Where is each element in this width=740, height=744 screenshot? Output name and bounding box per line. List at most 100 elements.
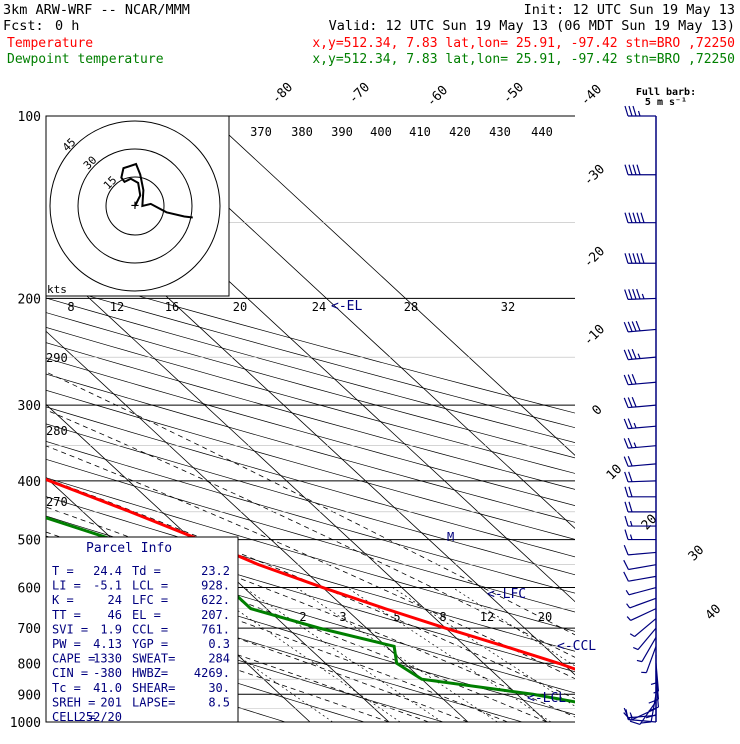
mixing-ratio-label: 3 <box>339 610 346 624</box>
barb-flag <box>625 516 628 526</box>
legend-temperature-label: Temperature <box>7 36 93 51</box>
parcel-label: PW = <box>52 637 81 651</box>
wind-barb <box>626 588 656 595</box>
barb-half-flag <box>626 590 629 594</box>
wind-barb <box>627 609 656 621</box>
parcel-label: YGP = <box>132 637 168 651</box>
wind-barbs <box>624 106 659 724</box>
parcel-label: SREH = <box>52 695 95 709</box>
parcel-value: 252/20 <box>79 710 122 724</box>
wind-barb <box>625 289 656 299</box>
pressure-label: 100 <box>18 110 41 125</box>
parcel-value: 4.13 <box>93 637 122 651</box>
wind-barb <box>624 374 656 384</box>
barb-flag <box>628 322 632 332</box>
barb-flag <box>625 472 628 482</box>
temperature-tick-label: -40 <box>578 82 605 109</box>
barb-flag <box>625 253 628 263</box>
barb-flag <box>632 397 636 407</box>
theta-label: 280 <box>46 424 68 438</box>
hodograph: + 45 30 15 kts <box>46 116 229 296</box>
pressure-label: 600 <box>18 582 41 597</box>
parcel-label: LAPSE= <box>132 695 175 709</box>
barb-flag <box>632 374 636 384</box>
wind-barb <box>624 560 656 569</box>
temperature-tick-label: -60 <box>424 83 451 110</box>
barb-staff <box>631 609 656 621</box>
wind-barb <box>624 438 656 448</box>
barb-flag <box>628 438 632 448</box>
barb-half-flag <box>642 294 644 299</box>
parcel-value: 284 <box>208 652 230 666</box>
barb-flag <box>637 165 640 175</box>
temperature-tick-label: 30 <box>686 543 708 565</box>
barb-flag <box>625 502 628 512</box>
parcel-label: LI = <box>52 579 81 593</box>
barb-flag <box>633 289 636 299</box>
barb-half-flag <box>634 443 636 448</box>
barb-flag <box>625 487 628 497</box>
parcel-label: SHEAR= <box>132 681 175 695</box>
legend-dewpoint-info: x,y=512.34, 7.83 lat,lon= 25.91, -97.42 … <box>312 52 735 67</box>
parcel-label: LFC = <box>132 593 168 607</box>
parcel-value: 8.5 <box>208 695 230 709</box>
temperature-tick-label: -20 <box>581 244 608 271</box>
barb-staff <box>628 552 656 554</box>
wind-barb <box>625 253 656 263</box>
barb-staff <box>628 576 656 581</box>
parcel-value: 41.0 <box>93 681 122 695</box>
parcel-value: 201 <box>100 695 122 709</box>
barb-flag <box>624 322 628 332</box>
valid-time: Valid: 12 UTC Sun 19 May 13 (06 MDT Sun … <box>329 18 735 34</box>
mixing-ratio-label: 8 <box>439 610 446 624</box>
barb-flag <box>624 438 628 448</box>
barb-half-flag <box>631 521 633 526</box>
parcel-label: EL = <box>132 608 161 622</box>
legend-dewpoint-label: Dewpoint temperature <box>7 52 164 67</box>
parcel-value: 0.3 <box>208 637 230 651</box>
parcel-label: K = <box>52 593 74 607</box>
wind-barb <box>625 165 656 175</box>
barb-flag <box>629 106 632 116</box>
barb-flag <box>632 321 636 331</box>
model-title: 3km ARW-WRF -- NCAR/MMM <box>3 2 190 18</box>
theta-label: 420 <box>449 125 471 139</box>
barb-flag <box>624 545 628 555</box>
theta-label: 400 <box>370 125 392 139</box>
wind-barb <box>624 321 656 332</box>
barb-flag <box>649 699 659 703</box>
wind-barb <box>624 572 656 581</box>
forecast-hour: 0 h <box>55 18 79 34</box>
barb-flag <box>624 350 628 360</box>
temperature-tick-label: -80 <box>269 80 296 107</box>
wind-barb <box>625 502 656 512</box>
barb-half-flag <box>637 660 642 661</box>
level-marker: <-LFC <box>487 587 526 602</box>
barb-flag <box>633 106 636 116</box>
mixing-ratio-label-upper: 8 <box>67 300 74 314</box>
theta-label: 290 <box>46 351 68 365</box>
theta-label: 380 <box>291 125 313 139</box>
parcel-label: CAPE = <box>52 652 95 666</box>
pressure-label: 900 <box>18 688 41 703</box>
barb-flag <box>637 213 640 223</box>
init-time: Init: 12 UTC Sun 19 May 13 <box>524 2 735 18</box>
parcel-value: 1.9 <box>100 622 122 636</box>
barb-half-flag <box>631 535 633 540</box>
mixing-ratio-label: 20 <box>538 610 552 624</box>
barb-flag <box>641 253 644 263</box>
theta-label: 370 <box>250 125 272 139</box>
wind-barb <box>633 628 656 649</box>
theta-label: 440 <box>531 125 553 139</box>
barb-half-flag <box>627 617 630 621</box>
parcel-value: 1330 <box>93 652 122 666</box>
parcel-value: 207. <box>201 608 230 622</box>
temperature-tick-label: -50 <box>500 80 527 107</box>
parcel-value: 24.4 <box>93 564 122 578</box>
mixing-ratio-label-upper: 12 <box>110 300 124 314</box>
barb-flag <box>641 213 644 223</box>
level-marker: <-EL <box>331 299 362 314</box>
